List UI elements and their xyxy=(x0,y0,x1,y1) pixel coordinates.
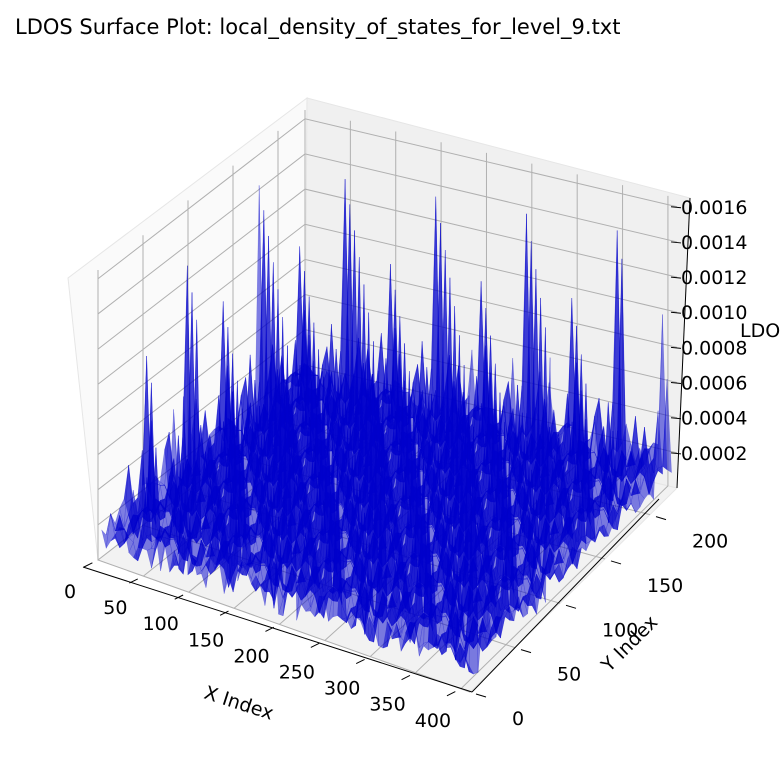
x-tick xyxy=(355,658,365,665)
x-axis-line xyxy=(82,566,473,693)
z-tick xyxy=(670,241,682,244)
z-axis-label: LDOS xyxy=(740,320,781,342)
x-tick xyxy=(446,691,456,697)
z-gridline xyxy=(97,153,678,315)
y-tick xyxy=(655,516,667,521)
surface-patch xyxy=(653,410,663,475)
x-tick-label: 300 xyxy=(324,678,360,700)
y-tick-label: 200 xyxy=(692,531,728,553)
z-tick-label: 0.0012 xyxy=(681,267,747,289)
x-tick-label: 200 xyxy=(233,645,269,667)
surface-patch xyxy=(464,655,475,675)
surface-patch xyxy=(617,459,627,530)
z-tick-label: 0.0006 xyxy=(681,373,747,395)
z-gridline xyxy=(97,258,678,420)
surface-patch xyxy=(630,479,641,514)
x-tick xyxy=(265,626,275,632)
x-tick xyxy=(401,675,411,681)
x-tick xyxy=(83,562,93,568)
x-tick-label: 150 xyxy=(188,629,224,651)
surface-patch xyxy=(563,546,573,577)
axis-lines xyxy=(82,197,691,693)
x-tick xyxy=(219,610,229,616)
y-tick-label: 150 xyxy=(647,575,683,597)
surface-patch xyxy=(585,448,596,545)
z-tick xyxy=(670,452,682,455)
z-tick xyxy=(670,417,682,420)
surface-patch xyxy=(639,475,650,500)
x-tick-label: 400 xyxy=(415,710,451,732)
z-tick-label: 0.0004 xyxy=(681,408,747,430)
surface-patch xyxy=(626,502,636,513)
y-tick xyxy=(475,693,487,698)
z-gridline xyxy=(97,118,678,280)
y-tick-label: 0 xyxy=(512,708,524,730)
x-tick-label: 350 xyxy=(369,694,405,716)
x-tick-label: 0 xyxy=(64,581,76,603)
x-tick xyxy=(310,642,320,648)
z-tick xyxy=(670,382,682,385)
axis-ticks: 0 50 100 150 200 250 300 350 400 0 50 100 150 200 0.00… xyxy=(64,197,748,732)
x-tick-label: 100 xyxy=(143,613,179,635)
z-tick xyxy=(670,311,682,314)
y-tick-label: 100 xyxy=(602,619,638,641)
x-tick xyxy=(129,578,138,584)
y-gridline xyxy=(97,270,471,693)
y-tick xyxy=(610,560,622,565)
x-axis-label: X Index xyxy=(202,682,277,725)
surface-patch xyxy=(576,480,587,569)
z-tick-label: 0.0014 xyxy=(681,232,747,254)
z-tick xyxy=(670,346,682,349)
x-tick-label: 250 xyxy=(279,661,315,683)
z-tick-label: 0.0016 xyxy=(681,197,747,219)
z-tick xyxy=(670,276,682,279)
y-axis-line xyxy=(471,498,660,693)
z-tick-label: 0.0002 xyxy=(681,443,747,465)
surface-patch xyxy=(536,582,546,603)
y-tick xyxy=(520,649,532,654)
y-tick-label: 50 xyxy=(557,664,581,686)
surface-patch xyxy=(635,479,645,508)
z-gridline xyxy=(97,188,678,350)
surface-patch xyxy=(545,357,555,580)
surface-patch xyxy=(540,357,551,603)
x-gridline xyxy=(460,195,669,690)
x-tick xyxy=(174,594,184,600)
z-tick-label: 0.0008 xyxy=(681,337,747,359)
z-tick-label: 0.0010 xyxy=(681,302,747,324)
x-tick-label: 50 xyxy=(103,597,127,619)
z-axis-line xyxy=(676,197,691,489)
z-gridline xyxy=(97,223,678,385)
y-tick xyxy=(565,604,577,609)
ldos-surface xyxy=(101,179,672,675)
chart-title: LDOS Surface Plot: local_density_of_stat… xyxy=(15,15,620,40)
z-tick xyxy=(670,206,682,209)
surface-patch xyxy=(599,524,609,537)
